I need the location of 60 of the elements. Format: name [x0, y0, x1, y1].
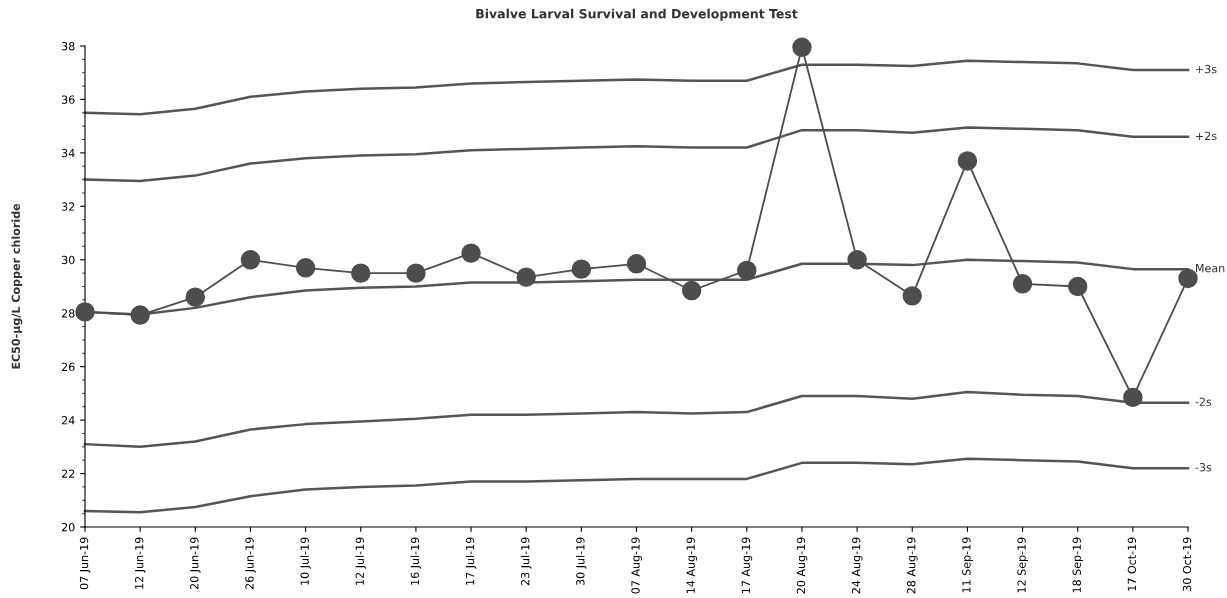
x-tick-label: 16 Jul-19 — [410, 537, 422, 585]
series-label: -3s — [1195, 463, 1212, 472]
y-tick-label: 30 — [61, 255, 75, 265]
point — [1178, 268, 1198, 289]
point — [1067, 276, 1088, 297]
y-tick-label: 22 — [61, 469, 75, 478]
point — [406, 263, 426, 283]
y-tick-label: 24 — [61, 416, 75, 425]
point — [185, 287, 206, 307]
point — [902, 286, 922, 306]
point — [295, 258, 316, 278]
point — [1012, 274, 1033, 294]
y-tick-label: 20 — [61, 522, 75, 532]
x-tick-label: 10 Jul-19 — [300, 537, 311, 585]
x-tick-label: 17 Oct-19 — [1127, 537, 1137, 591]
x-tick-label: 17 Aug-19 — [741, 537, 753, 594]
point — [626, 254, 647, 274]
point — [240, 250, 261, 270]
x-tick-label: 20 Aug-19 — [796, 537, 808, 594]
x-tick-label: 11 Sep-19 — [962, 537, 973, 593]
x-tick-label: 07 Jun-19 — [79, 537, 91, 590]
x-tick-label: 26 Jun-19 — [245, 537, 256, 590]
series-label: +2s — [1196, 131, 1217, 141]
x-tick-label: 17 Jul-19 — [465, 537, 477, 585]
x-tick-label: 12 Jul-19 — [355, 537, 367, 585]
x-tick-label: 14 Aug-19 — [686, 537, 698, 594]
point — [75, 302, 95, 322]
x-tick-label: 20 Jun-19 — [190, 537, 201, 590]
point — [461, 243, 481, 263]
x-tick-label: 30 Jul-19 — [575, 537, 587, 586]
x-tick-label: 28 Aug-19 — [907, 537, 918, 594]
x-tick-label: 12 Sep-19 — [1017, 537, 1028, 593]
x-tick-label: 30 Oct-19 — [1182, 537, 1192, 591]
y-axis-title: EC50-µg/L Copper chloride — [11, 203, 23, 369]
x-tick-label: 23 Jul-19 — [520, 537, 532, 586]
point — [847, 250, 867, 270]
y-tick-label: 32 — [61, 202, 75, 211]
x-tick-label: 24 Aug-19 — [851, 537, 863, 594]
y-tick-label: 28 — [61, 309, 75, 318]
point — [681, 280, 702, 301]
x-tick-label: 12 Jun-19 — [134, 537, 146, 589]
point — [737, 260, 757, 281]
point — [516, 267, 536, 287]
series-label: Mean — [1196, 264, 1225, 273]
series-label: +3s — [1196, 64, 1217, 74]
y-tick-label: 26 — [61, 362, 75, 372]
x-tick-label: 18 Sep-19 — [1072, 537, 1084, 593]
point — [957, 151, 978, 171]
point — [571, 259, 592, 279]
point — [1123, 387, 1143, 408]
point — [792, 37, 812, 58]
y-tick-label: 34 — [61, 148, 75, 158]
chart-title: Bivalve Larval Survival and Development Test — [476, 8, 798, 21]
point — [130, 305, 150, 325]
y-tick-label: 38 — [61, 41, 75, 51]
series-label: -2s — [1195, 397, 1212, 406]
y-tick-label: 36 — [61, 95, 75, 104]
point — [351, 263, 371, 283]
line-series — [83, 457, 1190, 514]
x-tick-label: 07 Aug-19 — [631, 537, 642, 594]
